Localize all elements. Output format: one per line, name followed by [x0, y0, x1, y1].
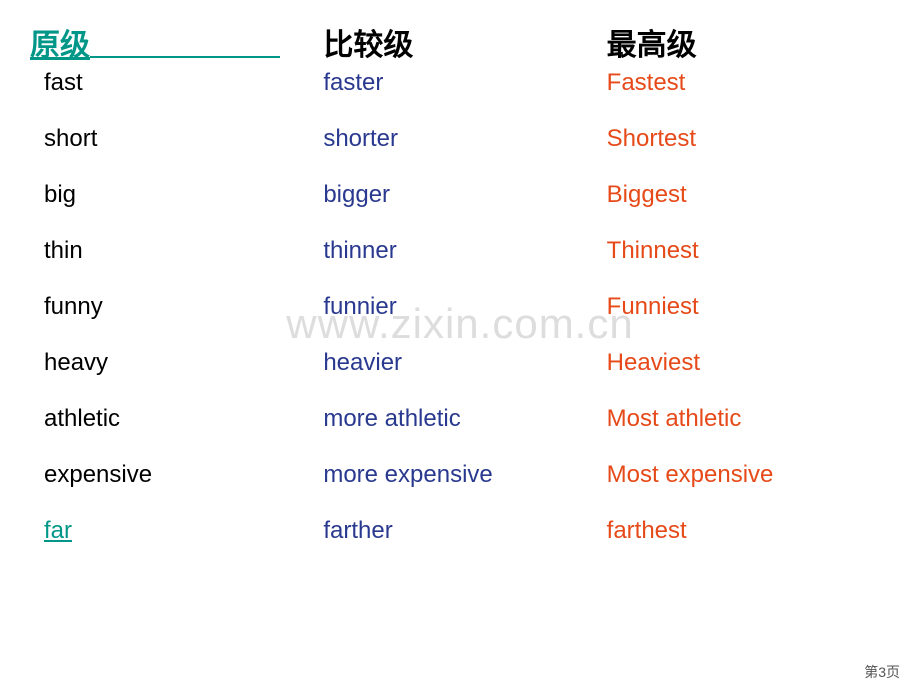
sup-cell: Heaviest	[607, 350, 890, 378]
base-cell: funny	[30, 294, 313, 322]
base-cell: fast	[30, 70, 313, 98]
header-col1: 原级	[30, 20, 313, 70]
comp-cell: funnier	[323, 294, 606, 322]
page-number: 第3页	[864, 662, 900, 682]
header-col1-text[interactable]: 原级	[30, 29, 90, 62]
comp-cell: faster	[323, 70, 606, 98]
comp-cell: shorter	[323, 126, 606, 154]
column-base: fast short big thin funny heavy athletic…	[30, 70, 313, 574]
sup-cell: Funniest	[607, 294, 890, 322]
header-col3: 最高级	[607, 20, 890, 70]
comp-cell: more expensive	[323, 462, 606, 490]
comp-cell: heavier	[323, 350, 606, 378]
base-cell: heavy	[30, 350, 313, 378]
table-header-row: 原级 比较级 最高级	[0, 0, 920, 70]
base-cell: expensive	[30, 462, 313, 490]
header-col2: 比较级	[313, 20, 606, 70]
column-superlative: Fastest Shortest Biggest Thinnest Funnie…	[607, 70, 890, 574]
comp-cell: farther	[323, 518, 606, 546]
sup-cell: farthest	[607, 518, 890, 546]
comp-cell: more athletic	[323, 406, 606, 434]
header-underline-extension	[90, 56, 280, 58]
sup-cell: Fastest	[607, 70, 890, 98]
base-cell: big	[30, 182, 313, 210]
sup-cell: Biggest	[607, 182, 890, 210]
table-body: fast short big thin funny heavy athletic…	[0, 70, 920, 574]
base-cell: short	[30, 126, 313, 154]
comp-cell: thinner	[323, 238, 606, 266]
sup-cell: Most athletic	[607, 406, 890, 434]
sup-cell: Most expensive	[607, 462, 890, 490]
sup-cell: Thinnest	[607, 238, 890, 266]
column-comparative: faster shorter bigger thinner funnier he…	[313, 70, 606, 574]
sup-cell: Shortest	[607, 126, 890, 154]
base-cell: athletic	[30, 406, 313, 434]
base-cell-link[interactable]: far	[30, 518, 313, 546]
comp-cell: bigger	[323, 182, 606, 210]
base-cell: thin	[30, 238, 313, 266]
